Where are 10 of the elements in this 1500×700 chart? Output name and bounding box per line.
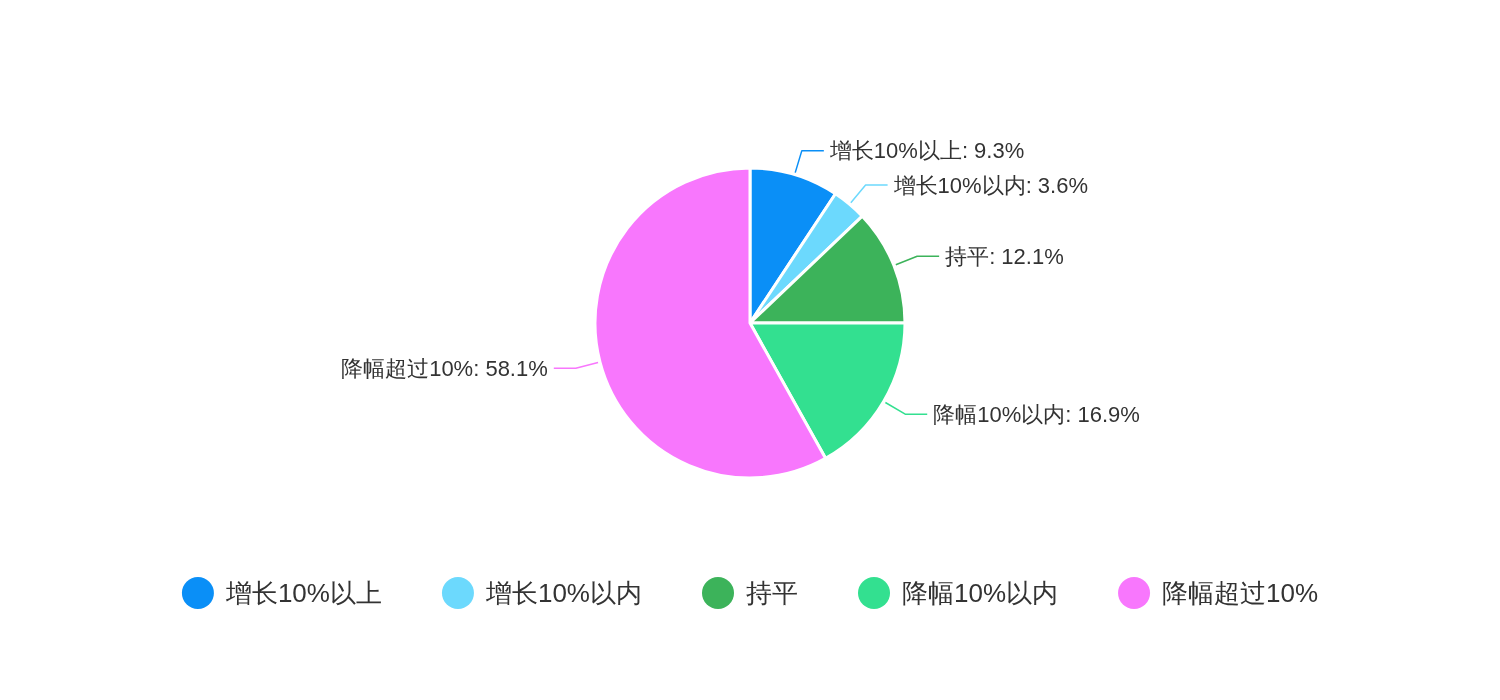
data-label: 降幅10%以内: 16.9%: [933, 401, 1140, 427]
data-label: 增长10%以上: 9.3%: [828, 138, 1025, 164]
legend-label: 降幅10%以内: [902, 578, 1059, 608]
data-label: 降幅超过10%: 58.1%: [341, 355, 548, 381]
data-label: 持平: 12.1%: [945, 243, 1064, 269]
legend-label: 增长10%以上: [224, 578, 382, 608]
data-label: 增长10%以内: 3.6%: [892, 172, 1089, 198]
legend-label: 增长10%以内: [484, 578, 642, 608]
legend-label: 持平: [746, 578, 798, 608]
legend-label: 降幅超过10%: [1162, 578, 1319, 608]
